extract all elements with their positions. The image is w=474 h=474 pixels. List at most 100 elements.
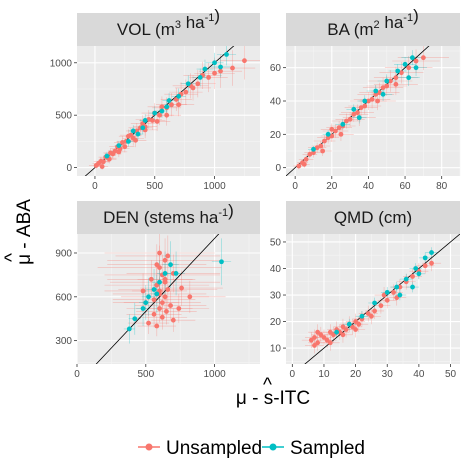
point-unsampled	[164, 309, 169, 314]
point-unsampled	[378, 303, 384, 309]
point-unsampled	[356, 321, 362, 327]
point-sampled	[151, 287, 157, 292]
point-unsampled	[122, 144, 128, 150]
point-sampled	[140, 125, 146, 131]
point-unsampled	[146, 320, 151, 326]
point-unsampled	[149, 118, 155, 123]
point-sampled	[168, 262, 173, 268]
strip-label-vol: VOL (m3 ha-1)	[117, 6, 220, 39]
point-unsampled	[324, 337, 330, 343]
point-unsampled	[318, 143, 324, 149]
strip-label-den: DEN (stems ha-1)	[103, 201, 234, 227]
x-tick-label: 0	[290, 369, 296, 380]
point-unsampled	[303, 156, 309, 162]
point-unsampled	[151, 311, 157, 317]
point-sampled	[356, 115, 362, 121]
x-tick-label: 30	[382, 369, 394, 380]
point-sampled	[413, 266, 419, 271]
point-sampled	[218, 64, 223, 70]
legend: Unsampled Sampled	[138, 438, 365, 459]
point-unsampled	[296, 163, 302, 169]
point-unsampled	[179, 285, 184, 291]
point-unsampled	[159, 300, 165, 306]
point-unsampled	[164, 112, 170, 118]
point-unsampled	[195, 81, 201, 87]
point-unsampled	[333, 128, 338, 134]
x-axis-title-mu: μ	[236, 388, 247, 409]
point-sampled	[409, 55, 415, 61]
y-tick-label: 50	[270, 237, 282, 248]
point-sampled	[152, 110, 158, 116]
plot-area-qmd	[301, 234, 460, 364]
x-tick-label: 60	[399, 181, 411, 192]
point-unsampled	[162, 276, 168, 282]
point-sampled	[142, 118, 148, 123]
point-unsampled	[301, 161, 307, 167]
point-unsampled	[375, 98, 380, 104]
point-sampled	[159, 108, 165, 114]
point-unsampled	[165, 287, 171, 292]
point-unsampled	[410, 274, 415, 279]
legend-key-point-unsampled	[145, 443, 153, 451]
point-unsampled	[176, 306, 182, 311]
legend-label-unsampled: Unsampled	[166, 438, 262, 459]
y-tick-label: 0	[66, 163, 72, 174]
point-unsampled	[343, 327, 349, 332]
point-unsampled	[353, 327, 358, 332]
point-sampled	[311, 146, 316, 152]
strip-label-qmd: QMD (cm)	[334, 208, 412, 227]
point-sampled	[143, 300, 149, 306]
point-unsampled	[369, 96, 375, 102]
point-unsampled	[176, 102, 182, 108]
point-unsampled	[315, 340, 321, 346]
point-unsampled	[157, 250, 162, 256]
y-tick-label: 60	[270, 63, 282, 74]
legend-item-unsampled: Unsampled	[138, 438, 262, 459]
point-unsampled	[140, 288, 146, 294]
svg-text:μ - ABA: μ - ABA	[14, 199, 35, 265]
point-unsampled	[183, 89, 189, 95]
point-unsampled	[312, 343, 317, 348]
point-sampled	[372, 300, 377, 306]
x-tick-label: 50	[445, 369, 457, 380]
strip-vol	[77, 13, 260, 46]
point-sampled	[176, 93, 182, 99]
x-tick-label: 40	[413, 369, 425, 380]
point-sampled	[416, 271, 422, 277]
panel-ba: BA (m2 ha-1) 0 20 40 60 80 0 20 40 60	[270, 6, 461, 192]
point-unsampled	[393, 81, 399, 87]
point-unsampled	[99, 164, 105, 169]
point-unsampled	[377, 90, 382, 96]
point-sampled	[135, 131, 141, 137]
point-sampled	[219, 259, 224, 265]
y-tick-label: 900	[55, 248, 72, 259]
x-tick-label: 500	[137, 369, 154, 380]
point-unsampled	[308, 337, 314, 343]
point-unsampled	[322, 138, 327, 144]
point-sampled	[130, 128, 136, 134]
point-unsampled	[190, 85, 196, 91]
y-tick-label: 500	[55, 111, 72, 122]
point-sampled	[126, 326, 132, 332]
point-unsampled	[154, 262, 160, 268]
x-axis-title-text: - s-ITC	[247, 388, 310, 409]
one-to-one-line	[304, 234, 460, 364]
point-unsampled	[212, 70, 217, 76]
y-tick-label: 10	[270, 344, 282, 355]
point-sampled	[202, 66, 208, 72]
point-sampled	[422, 255, 428, 261]
point-sampled	[173, 271, 179, 276]
x-tick-label: 10	[318, 369, 330, 380]
point-sampled	[429, 250, 434, 255]
point-unsampled	[100, 159, 106, 165]
panel-vol: VOL (m3 ha-1) 0 500 1000 0 500 1000	[50, 6, 260, 192]
point-unsampled	[355, 110, 360, 116]
point-unsampled	[169, 102, 174, 108]
point-unsampled	[315, 329, 321, 335]
point-sampled	[154, 291, 160, 297]
point-sampled	[397, 292, 403, 298]
point-unsampled	[398, 70, 404, 76]
x-tick-label: 500	[146, 181, 163, 192]
point-sampled	[362, 98, 368, 104]
point-unsampled	[388, 78, 393, 84]
